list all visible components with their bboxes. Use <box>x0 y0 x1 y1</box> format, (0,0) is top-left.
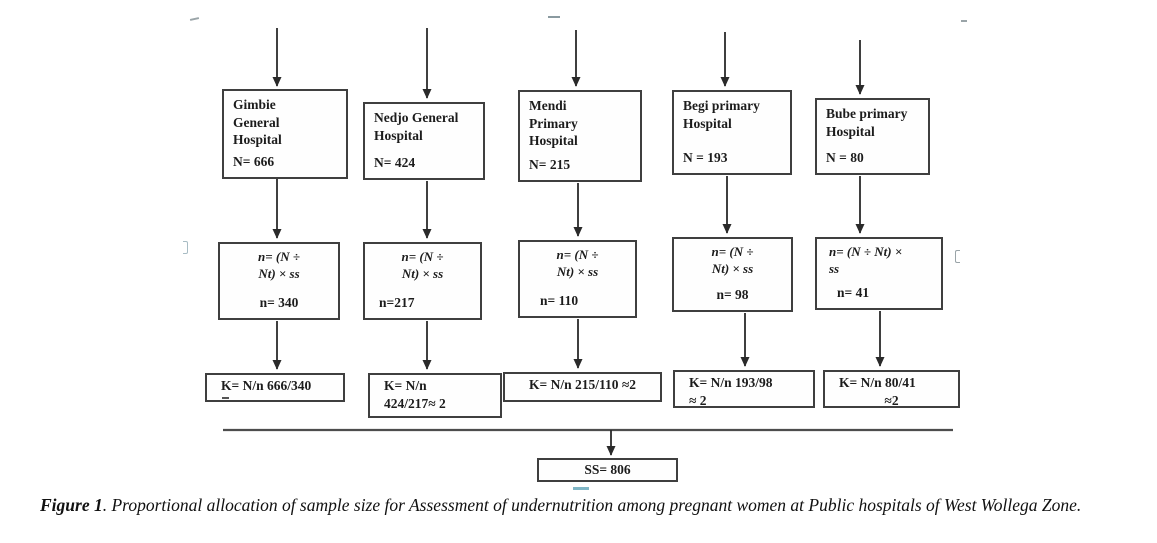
formula-box-bube: n= (N ÷ Nt) × ss n= 41 <box>815 237 943 310</box>
allocation-formula: n= (N ÷ Nt) × ss <box>829 244 903 276</box>
hospital-box-bube: Bube primary Hospital N = 80 <box>815 98 930 175</box>
k-value: K= N/n 666/340 <box>221 378 312 393</box>
hospital-name: Bube primary Hospital <box>826 106 908 139</box>
k-interval-box-nedjo: K= N/n 424/217≈ 2 <box>368 373 502 418</box>
k-value-cont: 424/217≈ 2 <box>384 395 446 411</box>
k-interval-box-begi: K= N/n 193/98 ≈ 2 <box>673 370 815 408</box>
hospital-population: N = 193 <box>683 150 728 166</box>
figure-caption-label: Figure 1 <box>40 495 103 515</box>
figure-caption: Figure 1. Proportional allocation of sam… <box>40 492 1140 518</box>
hospital-box-gimbie: Gimbie General Hospital N= 666 <box>222 89 348 179</box>
formula-box-begi: n= (N ÷ Nt) × ss n= 98 <box>672 237 793 312</box>
sample-size: n=217 <box>379 295 415 311</box>
hospital-name: Mendi Primary Hospital <box>529 98 578 149</box>
k-value: K= N/n 193/98 <box>689 375 773 390</box>
allocation-formula: n= (N ÷ Nt) × ss <box>711 244 754 276</box>
scan-artifact-tilde <box>189 17 200 21</box>
total-sample-box: SS= 806 <box>537 458 678 482</box>
scan-artifact-paren <box>955 250 960 263</box>
sample-size: n= 41 <box>837 285 870 301</box>
formula-box-mendi: n= (N ÷ Nt) × ss n= 110 <box>518 240 637 318</box>
scan-artifact-dash <box>548 16 560 18</box>
k-interval-box-bube: K= N/n 80/41 ≈2 <box>823 370 960 408</box>
allocation-formula: n= (N ÷ Nt) × ss <box>258 249 300 281</box>
hospital-box-mendi: Mendi Primary Hospital N= 215 <box>518 90 642 182</box>
k-value: K= N/n 215/110 ≈2 <box>529 377 636 392</box>
allocation-formula: n= (N ÷ Nt) × ss <box>556 247 599 279</box>
scan-artifact-teal-dash <box>573 487 589 490</box>
hospital-population: N = 80 <box>826 150 864 166</box>
figure-caption-text: . Proportional allocation of sample size… <box>102 495 1082 515</box>
k-interval-box-gimbie: K= N/n 666/340 <box>205 373 345 402</box>
hospital-box-begi: Begi primary Hospital N = 193 <box>672 90 792 175</box>
hospital-name: Nedjo General Hospital <box>374 110 459 143</box>
sample-size: n= 98 <box>716 287 749 303</box>
k-value-cont: ≈ 2 <box>689 392 707 408</box>
formula-box-gimbie: n= (N ÷ Nt) × ss n= 340 <box>218 242 340 320</box>
allocation-formula: n= (N ÷ Nt) × ss <box>401 249 444 281</box>
k-value-cont: ≈2 <box>884 392 899 408</box>
scan-artifact-tick <box>961 20 967 22</box>
hospital-name: Begi primary Hospital <box>683 98 760 131</box>
hospital-population: N= 424 <box>374 155 416 171</box>
hospital-box-nedjo: Nedjo General Hospital N= 424 <box>363 102 485 180</box>
k-value: K= N/n <box>384 378 427 393</box>
formula-box-nedjo: n= (N ÷ Nt) × ss n=217 <box>363 242 482 320</box>
hospital-population: N= 666 <box>233 154 275 170</box>
scan-artifact-bracket <box>183 241 188 254</box>
k-value: K= N/n 80/41 <box>839 375 916 390</box>
sample-size: n= 110 <box>540 293 579 309</box>
total-sample-label: SS= 806 <box>584 462 631 477</box>
hospital-name: Gimbie General Hospital <box>233 97 282 148</box>
k-interval-box-mendi: K= N/n 215/110 ≈2 <box>503 372 662 402</box>
sample-size: n= 340 <box>259 295 299 311</box>
hospital-population: N= 215 <box>529 157 571 173</box>
